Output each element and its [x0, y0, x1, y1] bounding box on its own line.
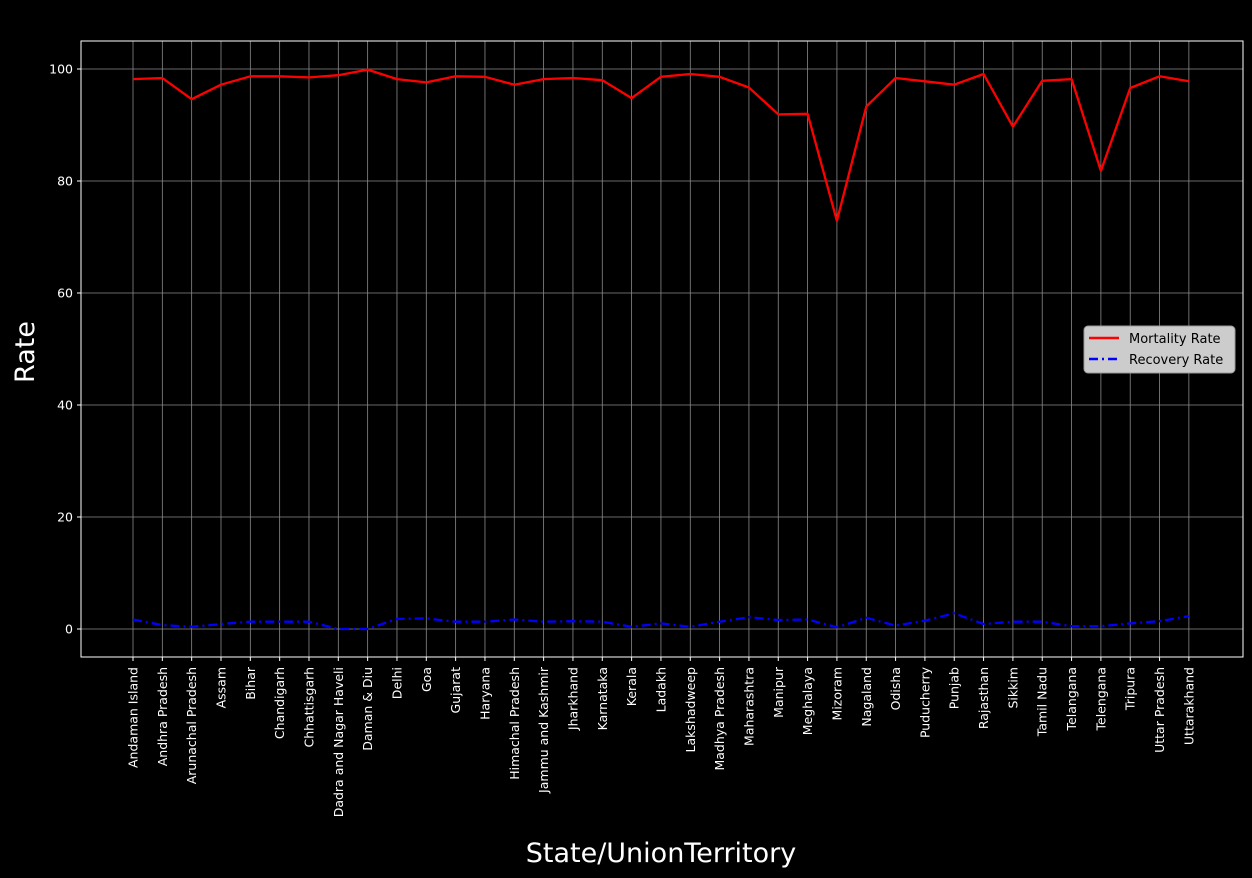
x-tick-label: Andhra Pradesh	[155, 667, 170, 766]
x-tick-label: Gujarat	[448, 667, 463, 714]
y-tick-label: 60	[57, 286, 73, 301]
x-tick-label: Tamil Nadu	[1035, 667, 1050, 737]
x-tick-label: Assam	[213, 667, 228, 708]
y-tick-label: 80	[57, 174, 73, 189]
x-tick-label: Punjab	[947, 667, 962, 709]
x-tick-label: Andaman Island	[126, 667, 141, 768]
x-tick-label: Jharkhand	[565, 667, 580, 731]
x-tick-label: Meghalaya	[800, 667, 815, 735]
x-tick-label: Rajasthan	[976, 667, 991, 729]
y-tick-label: 0	[65, 622, 73, 637]
x-tick-label: Uttarakhand	[1181, 667, 1196, 745]
x-tick-label: Haryana	[477, 667, 492, 720]
x-tick-label: Puducherry	[917, 666, 932, 738]
y-axis-title: Rate	[10, 321, 41, 383]
x-tick-label: Maharashtra	[741, 667, 756, 746]
x-tick-label: Dadra and Nagar Haveli	[331, 667, 346, 817]
x-tick-label: Daman & Diu	[360, 667, 375, 751]
series-line-1	[132, 612, 1190, 631]
x-tick-label: Chhattisgarh	[301, 667, 316, 747]
x-tick-label: Bihar	[243, 666, 258, 700]
legend-label-mortality: Mortality Rate	[1129, 332, 1221, 347]
x-tick-label: Mizoram	[829, 667, 844, 720]
x-axis-title: State/UnionTerritory	[526, 838, 797, 869]
x-tick-label: Uttar Pradesh	[1152, 667, 1167, 753]
legend-label-recovery: Recovery Rate	[1129, 353, 1223, 368]
legend-box	[1083, 325, 1236, 374]
x-tick-label: Tripura	[1123, 667, 1138, 711]
x-tick-label: Karnataka	[595, 667, 610, 730]
x-tick-label: Sikkim	[1005, 667, 1020, 709]
x-tick-label: Telangana	[1064, 667, 1079, 731]
plot-frame	[80, 40, 1244, 658]
grid-lines	[81, 41, 1243, 657]
x-tick-label: Chandigarh	[272, 667, 287, 739]
x-tick-label: Kerala	[624, 667, 639, 706]
x-tick-label: Manipur	[771, 666, 786, 718]
x-tick-label: Himachal Pradesh	[507, 667, 522, 780]
x-tick-label: Goa	[419, 667, 434, 692]
legend: Mortality Rate Recovery Rate	[1083, 325, 1236, 374]
x-axis-ticks: Andaman Island Andhra Pradesh Arunachal Pr…	[126, 657, 1196, 817]
x-tick-label: Jammu and Kashmir	[536, 666, 551, 794]
x-tick-label: Telengana	[1093, 667, 1108, 731]
x-tick-label: Lakshadweep	[683, 667, 698, 752]
series-line-0	[132, 68, 1190, 222]
x-tick-label: Odisha	[888, 667, 903, 710]
x-tick-label: Delhi	[389, 667, 404, 699]
y-tick-label: 40	[57, 398, 73, 413]
x-tick-label: Ladakh	[653, 667, 668, 712]
x-tick-label: Madhya Pradesh	[712, 667, 727, 771]
series-layer	[132, 68, 1190, 631]
y-tick-label: 20	[57, 510, 73, 525]
y-tick-label: 100	[49, 62, 73, 77]
y-axis-ticks: 0 20 40 60 80 100	[49, 62, 81, 637]
x-tick-label: Arunachal Pradesh	[184, 667, 199, 784]
x-tick-label: Nagaland	[859, 667, 874, 727]
